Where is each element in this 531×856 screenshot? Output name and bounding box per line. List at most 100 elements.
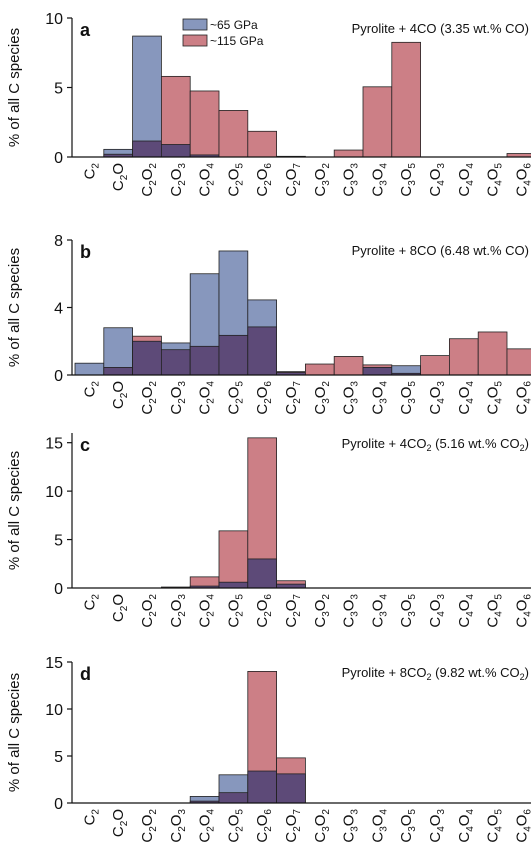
x-tick-label-C2O6: C2​O6​ [254,809,274,843]
panel-annotation: Pyrolite + 4CO (3.35 wt.% CO) [352,21,529,36]
y-axis-label: % of all C species [6,451,23,570]
y-tick-label: 10 [45,484,63,501]
panel-annotation: Pyrolite + 8CO2​ (9.82 wt.% CO2​) [342,665,529,682]
x-tick-label-C3O3: C3​O3​ [341,809,361,843]
x-tick-label-C4O4: C4​O4​ [456,163,476,197]
x-tick-label-C2O5: C2​O5​ [225,594,245,628]
x-tick-label-C2O4: C2​O4​ [197,594,217,628]
x-tick-label-C3O4: C3​O4​ [369,163,389,197]
x-tick-label-C3O3: C3​O3​ [341,381,361,415]
x-tick-label-C2: C2​ [81,163,101,180]
panel-annotation: Pyrolite + 8CO (6.48 wt.% CO) [352,243,529,258]
bar-115gpa-C2O3 [160,75,191,158]
panel-a: 0 5 10 % of all C species C2​ C2​O C2​O2​ C2​O3… [6,11,531,197]
x-tick-label-C4O6: C4​O6​ [513,381,531,415]
y-tick-label: 0 [54,581,63,598]
bar-115gpa-C3O2 [304,363,335,376]
x-tick-label-C4O4: C4​O4​ [456,809,476,843]
x-tick-label-C2O4: C2​O4​ [197,381,217,415]
legend-swatch-65gpa [182,18,208,31]
y-tick-label: 5 [54,533,63,550]
x-tick-label-C2O3: C2​O3​ [168,809,188,843]
bar-115gpa-C4O4 [448,338,479,376]
x-tick-label-C4O5: C4​O5​ [485,163,505,197]
x-tick-label-C2O3: C2​O3​ [168,594,188,628]
y-tick-label: 15 [45,655,63,672]
y-tick-label: 10 [45,11,63,28]
y-tick-label: 0 [54,796,63,813]
panel-annotation: Pyrolite + 4CO2​ (5.16 wt.% CO2​) [342,436,529,453]
x-tick-label-C2O4: C2​O4​ [197,163,217,197]
panel-letter: a [80,20,91,40]
y-tick-label: 5 [54,749,63,766]
x-tick-label-C3O3: C3​O3​ [341,594,361,628]
bar-115gpa-C3O5 [391,41,421,158]
bar-115gpa-C4O3 [420,355,450,376]
bar-overlap-C3O4 [362,367,393,376]
x-tick-label-C4O3: C4​O3​ [427,381,447,415]
x-tick-label-C3O2: C3​O2​ [312,809,332,843]
bar-overlap-C2O6 [247,326,278,376]
legend: ~65 GPa ~115 GPa [182,18,264,48]
x-tick-label-C2: C2​ [81,809,101,826]
bar-overlap-C2O5 [218,334,249,376]
x-tick-label-C2O: C2​O [110,381,130,409]
x-tick-label-C3O4: C3​O4​ [369,594,389,628]
x-tick-label-C3O5: C3​O5​ [398,381,418,415]
bar-overlap-C2O5 [218,581,249,589]
x-tick-label-C2: C2​ [81,594,101,611]
x-tick-label-C3O2: C3​O2​ [312,381,332,415]
bar-115gpa-C2O6 [247,130,278,158]
y-tick-label: 5 [54,81,63,98]
bar-115gpa-C2O5 [218,530,249,589]
x-tick-label-C2O7: C2​O7​ [283,594,303,628]
x-tick-label-C2O2: C2​O2​ [139,381,159,415]
x-tick-label-C4O3: C4​O3​ [427,163,447,197]
x-tick-label-C3O3: C3​O3​ [341,163,361,197]
x-tick-label-C2O3: C2​O3​ [168,163,188,197]
x-tick-label-C2O5: C2​O5​ [225,809,245,843]
panel-c: 0 5 10 15 % of all C species C2​ C2​O C2​O2​ C2​… [6,433,531,628]
x-tick-label-C3O2: C3​O2​ [312,594,332,628]
bar-overlap-C2O3 [160,144,191,158]
x-tick-label-C2O3: C2​O3​ [168,381,188,415]
x-tick-label-C2O5: C2​O5​ [225,381,245,415]
x-tick-label-C2O6: C2​O6​ [254,381,274,415]
bar-overlap-C2O6 [247,770,278,804]
x-tick-label-C4O6: C4​O6​ [513,163,531,197]
bar-65gpa-C2O2 [132,35,162,158]
x-tick-label-C2O2: C2​O2​ [139,809,159,843]
x-tick-label-C2O7: C2​O7​ [283,809,303,843]
y-tick-label: 0 [54,368,63,385]
bar-115gpa-C4O5 [477,331,508,376]
y-tick-label: 4 [54,301,63,318]
y-tick-label: 15 [45,436,63,453]
x-tick-label-C2O2: C2​O2​ [139,594,159,628]
bar-overlap-C2O [103,367,134,376]
legend-swatch-115gpa [182,34,208,47]
bar-overlap-C2O3 [160,349,191,376]
bar-65gpa-C2 [74,362,105,376]
x-tick-label-C2O: C2​O [110,163,130,191]
x-tick-label-C3O5: C3​O5​ [398,594,418,628]
y-axis-label: % of all C species [6,673,23,792]
y-tick-label: 8 [54,233,63,250]
bar-overlap-C2O2 [132,140,162,158]
x-tick-label-C3O4: C3​O4​ [369,381,389,415]
x-tick-label-C4O6: C4​O6​ [513,809,531,843]
x-tick-label-C3O4: C3​O4​ [369,809,389,843]
panel-letter: c [80,435,90,455]
x-tick-label-C4O5: C4​O5​ [485,809,505,843]
x-tick-label-C2O6: C2​O6​ [254,163,274,197]
x-tick-label-C2O: C2​O [110,594,130,622]
x-tick-label-C2O6: C2​O6​ [254,594,274,628]
x-tick-label-C2: C2​ [81,381,101,398]
bar-115gpa-C2O4 [189,90,220,158]
x-tick-label-C2O: C2​O [110,809,130,837]
x-tick-label-C3O5: C3​O5​ [398,163,418,197]
x-tick-label-C4O5: C4​O5​ [485,381,505,415]
x-tick-label-C4O4: C4​O4​ [456,594,476,628]
bar-115gpa-C3O4 [362,86,393,158]
bar-overlap-C2O6 [247,558,278,589]
